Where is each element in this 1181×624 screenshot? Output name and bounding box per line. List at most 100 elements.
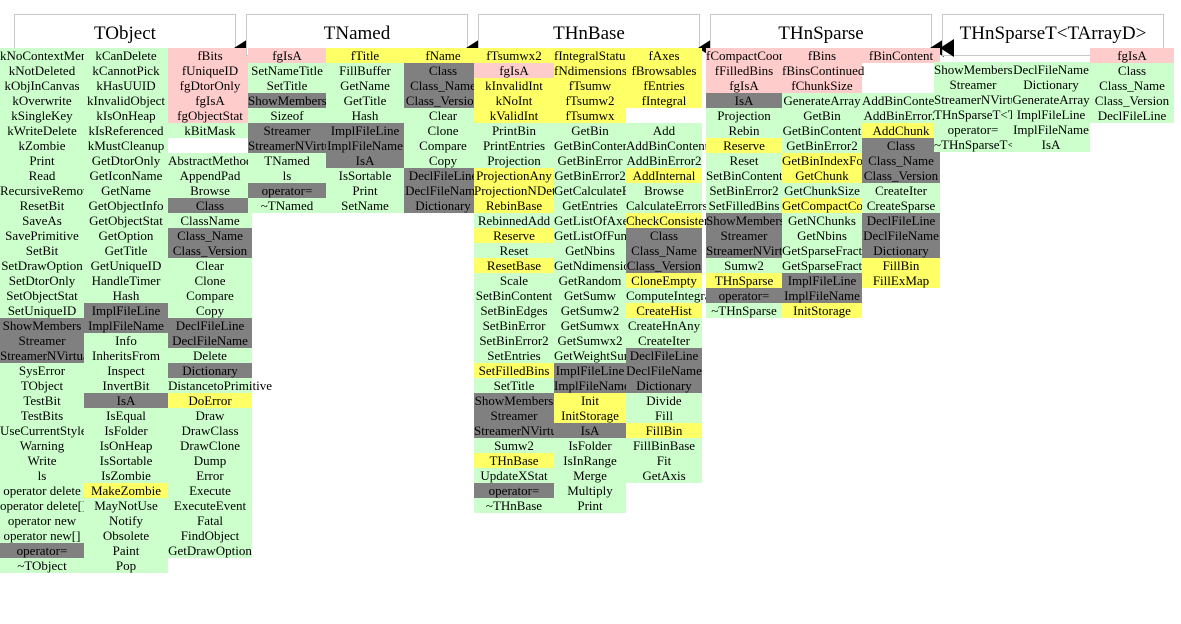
member-cell[interactable]: ImplFileName	[1012, 122, 1090, 137]
member-cell[interactable]: PrintBin	[474, 123, 554, 138]
member-cell[interactable]: fBins	[782, 48, 862, 63]
member-cell[interactable]: ImplFileName	[782, 288, 862, 303]
member-cell[interactable]: AddBinContent	[862, 93, 944, 108]
member-cell[interactable]: kBitMask	[168, 123, 252, 138]
member-cell[interactable]: ResetBit	[0, 198, 84, 213]
member-cell[interactable]: SysError	[0, 363, 84, 378]
member-cell[interactable]: UpdateXStat	[474, 468, 554, 483]
member-cell[interactable]: GetDrawOption	[168, 543, 252, 558]
member-cell[interactable]: Class_Name	[168, 228, 252, 243]
member-cell[interactable]: InvertBit	[84, 378, 168, 393]
member-cell[interactable]: AddBinError2	[862, 108, 940, 123]
member-cell[interactable]: Dictionary	[404, 198, 482, 213]
member-cell[interactable]: GetAxis	[626, 468, 702, 483]
member-cell[interactable]: TestBit	[0, 393, 84, 408]
member-cell[interactable]: Fill	[626, 408, 702, 423]
member-cell[interactable]: SetBit	[0, 243, 84, 258]
member-cell[interactable]: operator new	[0, 513, 84, 528]
member-cell[interactable]: AddInternal	[626, 168, 702, 183]
member-cell[interactable]: TObject	[0, 378, 84, 393]
member-cell[interactable]: ShowMembers	[706, 213, 785, 228]
member-cell[interactable]: CheckConsistency	[626, 213, 723, 228]
member-cell[interactable]: DistancetoPrimitive	[168, 378, 272, 393]
member-cell[interactable]: Warning	[0, 438, 84, 453]
member-cell[interactable]: kInvalidInt	[474, 78, 554, 93]
member-cell[interactable]: ShowMembers	[474, 393, 554, 408]
member-cell[interactable]: GenerateArray	[1012, 92, 1090, 107]
member-cell[interactable]: SetTitle	[248, 78, 326, 93]
member-cell[interactable]: ls	[0, 468, 84, 483]
member-cell[interactable]: Projection	[706, 108, 782, 123]
member-cell[interactable]: Scale	[474, 273, 554, 288]
member-cell[interactable]: kIsOnHeap	[84, 108, 168, 123]
member-cell[interactable]: ProjectionNDet	[474, 183, 556, 198]
member-cell[interactable]: IsA	[84, 393, 168, 408]
member-cell[interactable]: ShowMembers	[0, 318, 84, 333]
member-cell[interactable]: fEntries	[626, 78, 702, 93]
member-cell[interactable]: operator new[]	[0, 528, 84, 543]
member-cell[interactable]: kOverwrite	[0, 93, 84, 108]
member-cell[interactable]: FillBin	[626, 423, 702, 438]
member-cell[interactable]: SetDrawOption	[0, 258, 84, 273]
member-cell[interactable]: Write	[0, 453, 84, 468]
member-cell[interactable]: operator=	[706, 288, 782, 303]
member-cell[interactable]: GetBinContent	[782, 123, 862, 138]
member-cell[interactable]: MakeZombie	[84, 483, 168, 498]
member-cell[interactable]: Streamer	[0, 333, 84, 348]
member-cell[interactable]: GetChunkSize	[782, 183, 862, 198]
member-cell[interactable]: GetWeightSum	[554, 348, 634, 363]
member-cell[interactable]: DeclFileName	[862, 228, 940, 243]
member-cell[interactable]: ~TObject	[0, 558, 84, 573]
member-cell[interactable]: ComputeIntegral	[626, 288, 714, 303]
member-cell[interactable]: fTsumw	[554, 78, 626, 93]
member-cell[interactable]: FindObject	[168, 528, 252, 543]
member-cell[interactable]: GetName	[326, 78, 404, 93]
member-cell[interactable]: GetSumw2	[554, 303, 626, 318]
member-cell[interactable]: DeclFileLine	[626, 348, 702, 363]
member-cell[interactable]: operator=	[248, 183, 326, 198]
member-cell[interactable]: Streamer	[706, 228, 782, 243]
member-cell[interactable]: IsA	[554, 423, 626, 438]
member-cell[interactable]: kInvalidObject	[84, 93, 168, 108]
member-cell[interactable]: Print	[326, 183, 404, 198]
member-cell[interactable]: Fit	[626, 453, 702, 468]
member-cell[interactable]: IsA	[706, 93, 782, 108]
member-cell[interactable]: GetTitle	[326, 93, 404, 108]
member-cell[interactable]: SetNameTitle	[248, 63, 326, 78]
member-cell[interactable]: CreateHnAny	[626, 318, 702, 333]
member-cell[interactable]: GetSumwx	[554, 318, 626, 333]
member-cell[interactable]: Init	[554, 393, 626, 408]
member-cell[interactable]: SetBinContent	[706, 168, 783, 183]
member-cell[interactable]: CreateSparse	[862, 198, 940, 213]
member-cell[interactable]: Projection	[474, 153, 554, 168]
member-cell[interactable]: Clear	[404, 108, 482, 123]
member-cell[interactable]: Print	[0, 153, 84, 168]
member-cell[interactable]: Inspect	[84, 363, 168, 378]
member-cell[interactable]: ProjectionAny	[474, 168, 554, 183]
member-cell[interactable]: kNoInt	[474, 93, 554, 108]
member-cell[interactable]: Streamer	[248, 123, 326, 138]
member-cell[interactable]: GetSparseFractionBins	[782, 243, 903, 258]
member-cell[interactable]: GetChunk	[782, 168, 862, 183]
member-cell[interactable]: operator=	[934, 122, 1012, 137]
member-cell[interactable]: Draw	[168, 408, 252, 423]
member-cell[interactable]: GetNbins	[554, 243, 626, 258]
member-cell[interactable]: ImplFileLine	[554, 363, 626, 378]
member-cell[interactable]: RecursiveRemove	[0, 183, 95, 198]
member-cell[interactable]: fgIsA	[248, 48, 326, 63]
member-cell[interactable]: Class	[862, 138, 940, 153]
member-cell[interactable]: GetBinContent	[554, 138, 633, 153]
member-cell[interactable]: IsEqual	[84, 408, 168, 423]
member-cell[interactable]: Class	[404, 63, 482, 78]
member-cell[interactable]: fName	[404, 48, 482, 63]
member-cell[interactable]: Execute	[168, 483, 252, 498]
member-cell[interactable]: SetFilledBins	[706, 198, 782, 213]
member-cell[interactable]: Error	[168, 468, 252, 483]
member-cell[interactable]: kMustCleanup	[84, 138, 168, 153]
member-cell[interactable]: AddChunk	[862, 123, 940, 138]
member-cell[interactable]: SetBinContent	[474, 288, 554, 303]
member-cell[interactable]: fTsumw2	[554, 93, 626, 108]
member-cell[interactable]: Compare	[404, 138, 482, 153]
member-cell[interactable]: Notify	[84, 513, 168, 528]
member-cell[interactable]: Class	[168, 198, 252, 213]
